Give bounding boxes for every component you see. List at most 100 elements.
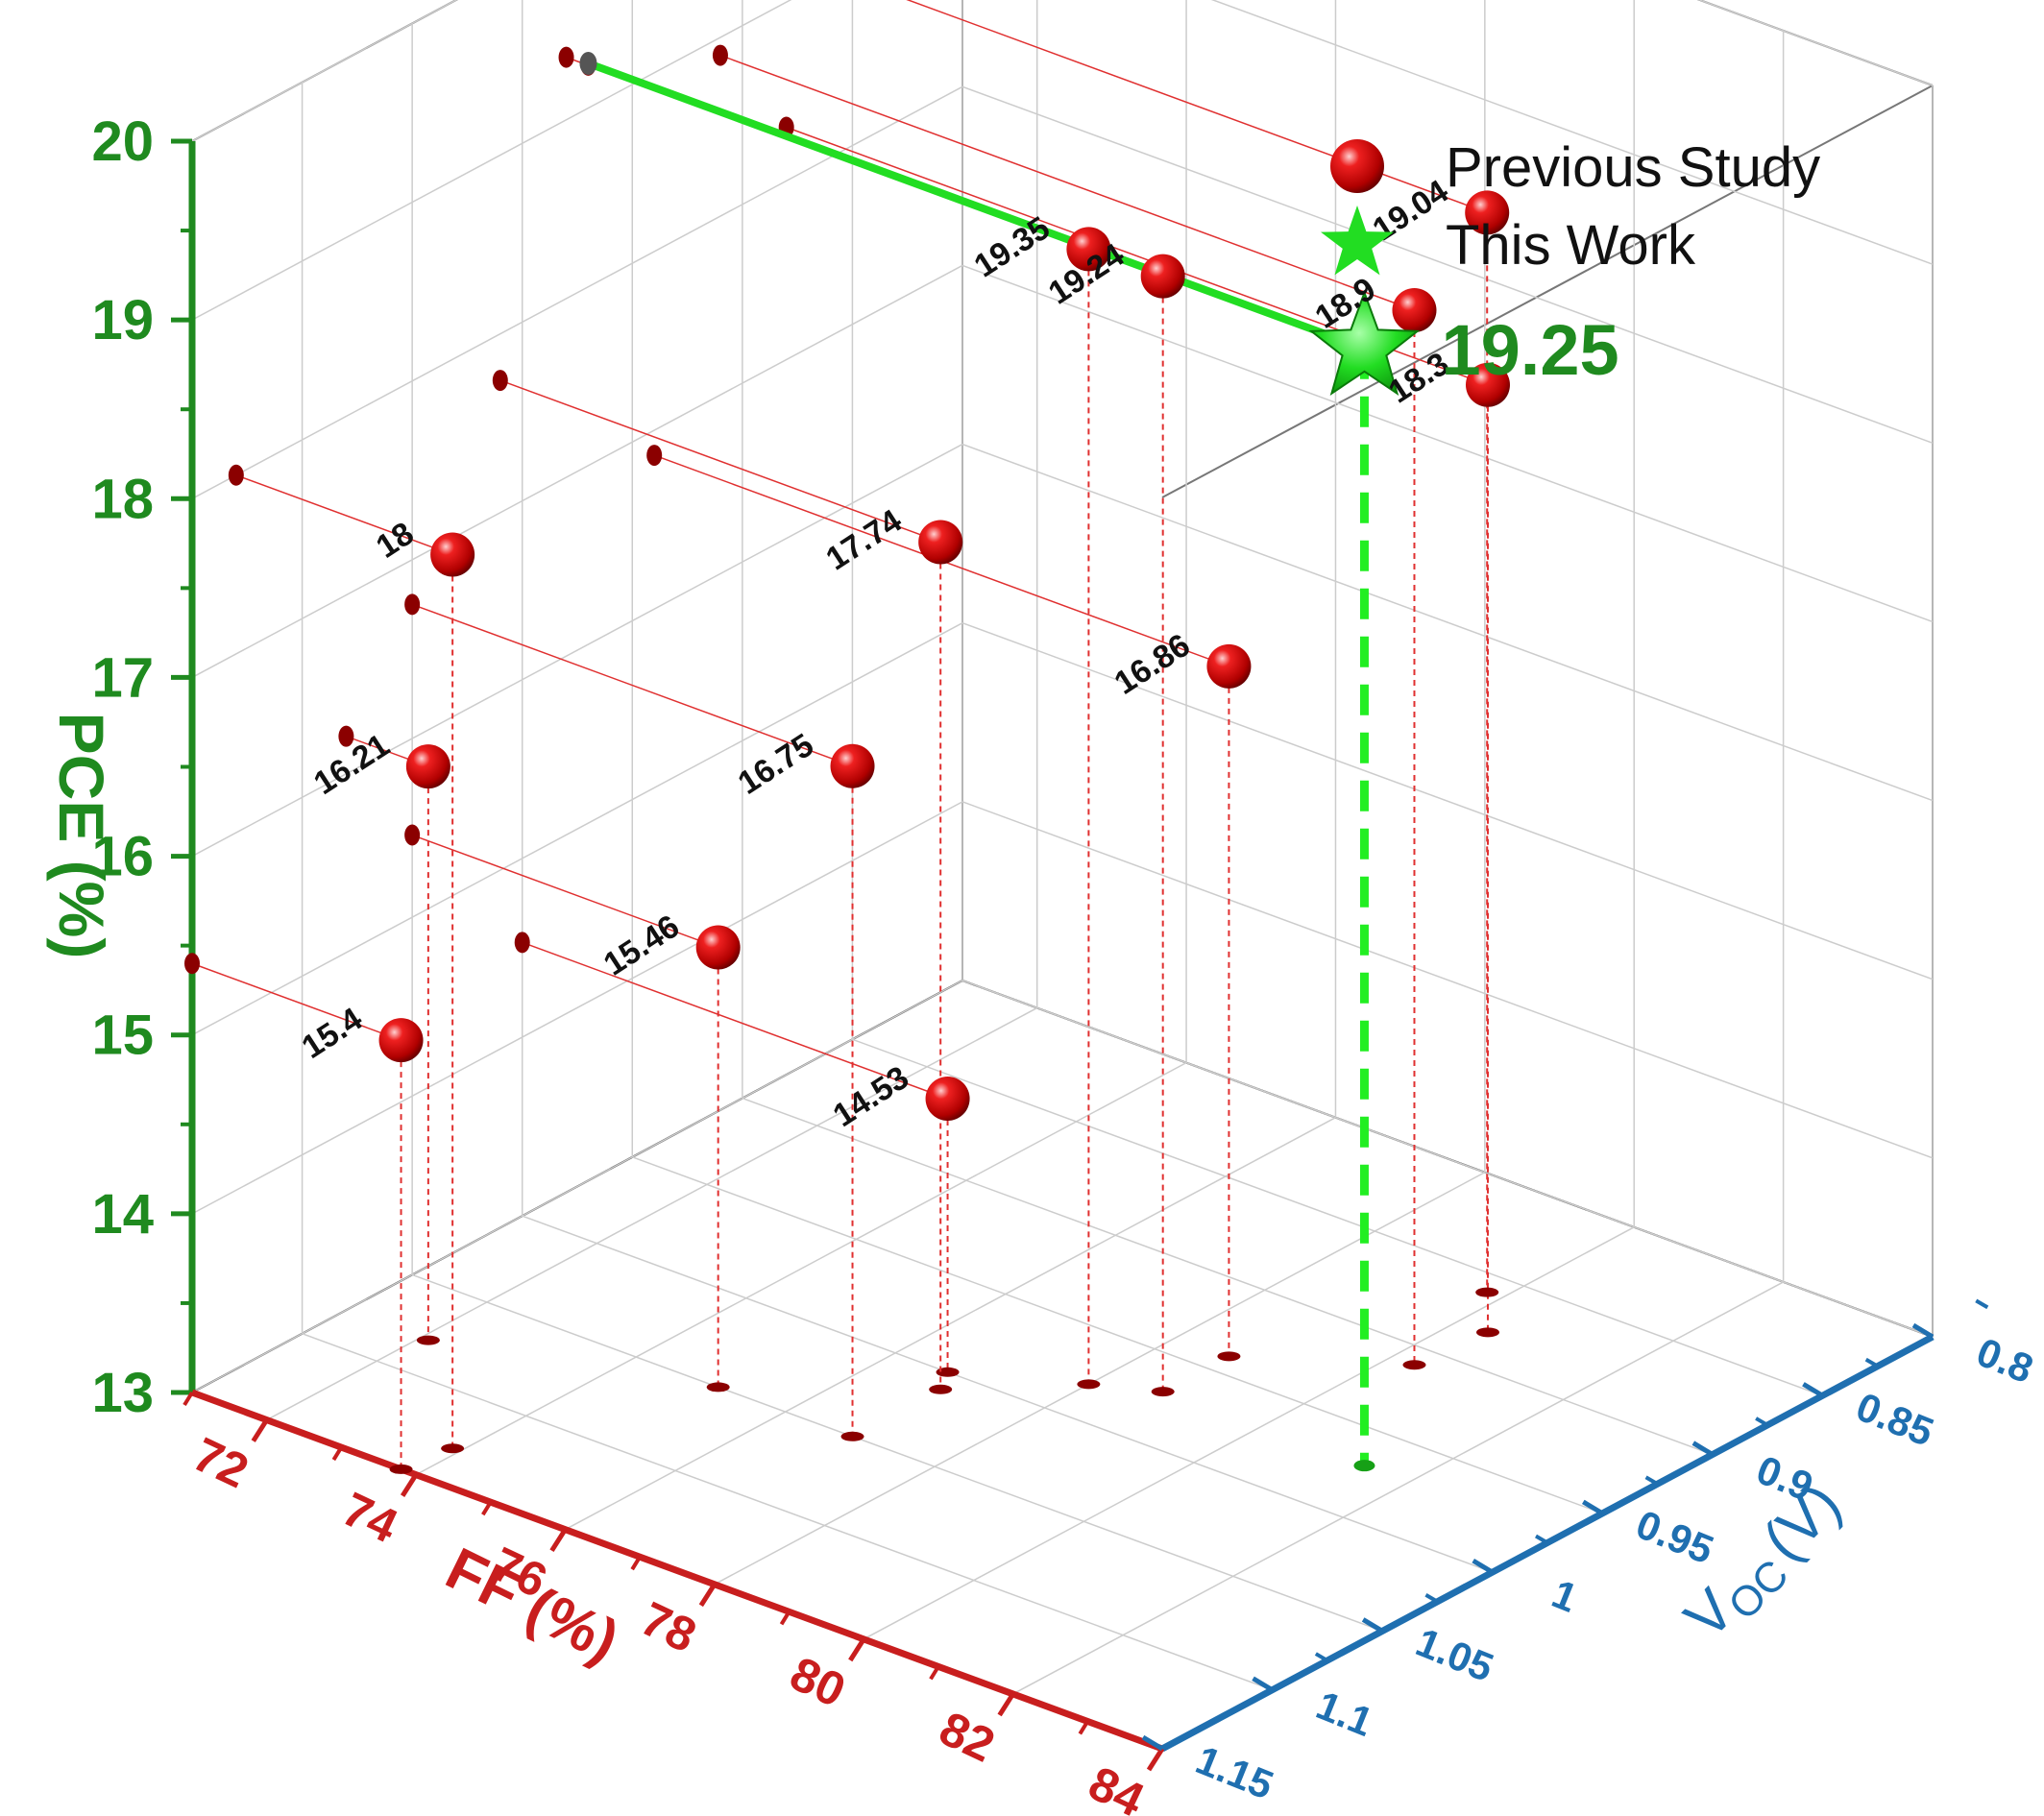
ff-tick — [848, 1637, 866, 1662]
box-edge — [191, 0, 458, 142]
pce-tick-label: 18 — [91, 468, 154, 530]
floor-projection-marker — [416, 1335, 440, 1345]
pce-tick-label: 15 — [91, 1005, 154, 1067]
gridline — [565, 1117, 1336, 1531]
data-point-previous-study — [1465, 362, 1510, 407]
gridline — [961, 622, 1934, 981]
ff-minor-tick — [779, 1610, 791, 1626]
ff-minor-tick — [182, 1391, 194, 1407]
ff-tick — [251, 1418, 269, 1442]
data-point-previous-study — [1465, 190, 1510, 235]
voc-tick — [1691, 1441, 1715, 1457]
voc-tick-label: 0.8 — [1971, 1329, 2040, 1392]
gridline — [302, 1333, 1273, 1691]
gridline — [632, 1156, 1603, 1514]
gridline — [191, 0, 458, 142]
gridline — [191, 980, 963, 1393]
drop-line-wall — [522, 941, 948, 1100]
projection-layer — [184, 0, 1499, 1474]
floor-projection-marker — [840, 1431, 864, 1441]
gridline — [191, 85, 963, 499]
ff-tick — [997, 1692, 1015, 1717]
data-point-previous-study — [1206, 643, 1252, 689]
legend-marker-previous-study — [1330, 139, 1384, 193]
gridline — [191, 264, 963, 679]
wall-projection-marker — [404, 824, 421, 846]
voc-tick — [1911, 1322, 1934, 1340]
ff-minor-tick — [481, 1501, 493, 1516]
ff-tick — [400, 1473, 419, 1497]
points-layer — [378, 190, 1510, 1122]
wall-projection-marker — [646, 445, 663, 467]
drop-line-wall — [906, 0, 1488, 214]
gridline — [1210, 0, 1934, 265]
legend: Previous Study This Work — [1321, 136, 1820, 277]
voc-tick-label: 1.1 — [1310, 1683, 1379, 1745]
pce-axis-title: PCE (%) — [46, 713, 117, 959]
ff-tick — [698, 1583, 717, 1608]
voc-minor-tick — [1864, 1357, 1879, 1368]
voc-tick-label: 0.85 — [1850, 1384, 1939, 1455]
gridline — [961, 443, 1934, 802]
pce-tick-label: 19 — [91, 289, 154, 351]
ff-minor-tick — [331, 1446, 344, 1462]
ff-minor-tick — [929, 1665, 940, 1681]
voc-minor-tick — [1644, 1475, 1659, 1486]
voc-tick — [1581, 1499, 1604, 1516]
data-point-previous-study — [830, 743, 875, 788]
ff-tick — [1146, 1747, 1165, 1772]
floor-projection-marker — [441, 1443, 465, 1454]
voc-tick-label: 1.05 — [1410, 1619, 1499, 1690]
legend-label-previous-study: Previous Study — [1446, 136, 1820, 199]
gridline — [191, 443, 963, 858]
gridline — [266, 1006, 1038, 1421]
data-label-previous-study: 15.4 — [296, 1001, 369, 1066]
grid-layer — [191, 0, 1934, 1750]
voc-tick — [1802, 1382, 1824, 1398]
data-point-previous-study — [918, 520, 963, 565]
gridline — [852, 1038, 1823, 1396]
drop-line-wall — [235, 474, 453, 556]
gridline — [522, 1215, 1493, 1573]
pce-tick-label: 16 — [91, 826, 154, 888]
gridline — [714, 1172, 1486, 1586]
box-edge — [1161, 85, 1934, 498]
voc-tick — [1472, 1558, 1495, 1575]
voc-tick-label: 1 — [1546, 1571, 1584, 1621]
ff-tick-label: 78 — [633, 1591, 704, 1662]
pce-tick-label: 14 — [91, 1183, 154, 1246]
wall-projection-marker — [712, 44, 728, 66]
data-label-this-work: 19.25 — [1441, 310, 1618, 390]
ff-tick-label: 84 — [1081, 1755, 1152, 1816]
ff-tick-label: 80 — [782, 1646, 853, 1717]
floor-projection-marker — [1151, 1387, 1175, 1397]
drop-line-this-work-wall — [587, 60, 1366, 352]
axes-layer: 1314151617181920727476788082840.80.850.9… — [46, 110, 2039, 1816]
drop-line-wall — [499, 379, 941, 544]
pce-tick-label: 20 — [91, 110, 154, 173]
floor-projection-marker-this-work — [1353, 1460, 1375, 1472]
wall-projection-marker — [228, 464, 244, 486]
ff-axis-line — [190, 1389, 1164, 1753]
drop-line-wall — [411, 834, 718, 949]
ff-tick-label: 74 — [334, 1482, 405, 1553]
data-point-previous-study — [1066, 227, 1111, 272]
floor-projection-marker — [1402, 1360, 1426, 1370]
voc-minor-tick — [1424, 1593, 1439, 1604]
wall-projection-marker — [404, 593, 421, 616]
ff-tick — [549, 1528, 568, 1553]
wall-projection-marker-this-work — [579, 51, 597, 75]
voc-tick-label: 0.95 — [1630, 1501, 1719, 1572]
floor-projection-marker — [1475, 1327, 1499, 1338]
ff-minor-tick — [630, 1556, 642, 1571]
data-point-this-work — [1308, 289, 1421, 397]
wall-projection-marker — [184, 953, 200, 975]
voc-minor-tick — [1534, 1534, 1549, 1545]
data-point-previous-study — [405, 744, 450, 789]
data-point-previous-study — [430, 532, 475, 577]
data-point-previous-study — [1140, 254, 1185, 299]
voc-minor-tick — [1755, 1416, 1769, 1427]
floor-projection-marker — [389, 1464, 413, 1474]
legend-label-this-work: This Work — [1446, 214, 1696, 277]
voc-minor-tick — [1314, 1652, 1328, 1662]
